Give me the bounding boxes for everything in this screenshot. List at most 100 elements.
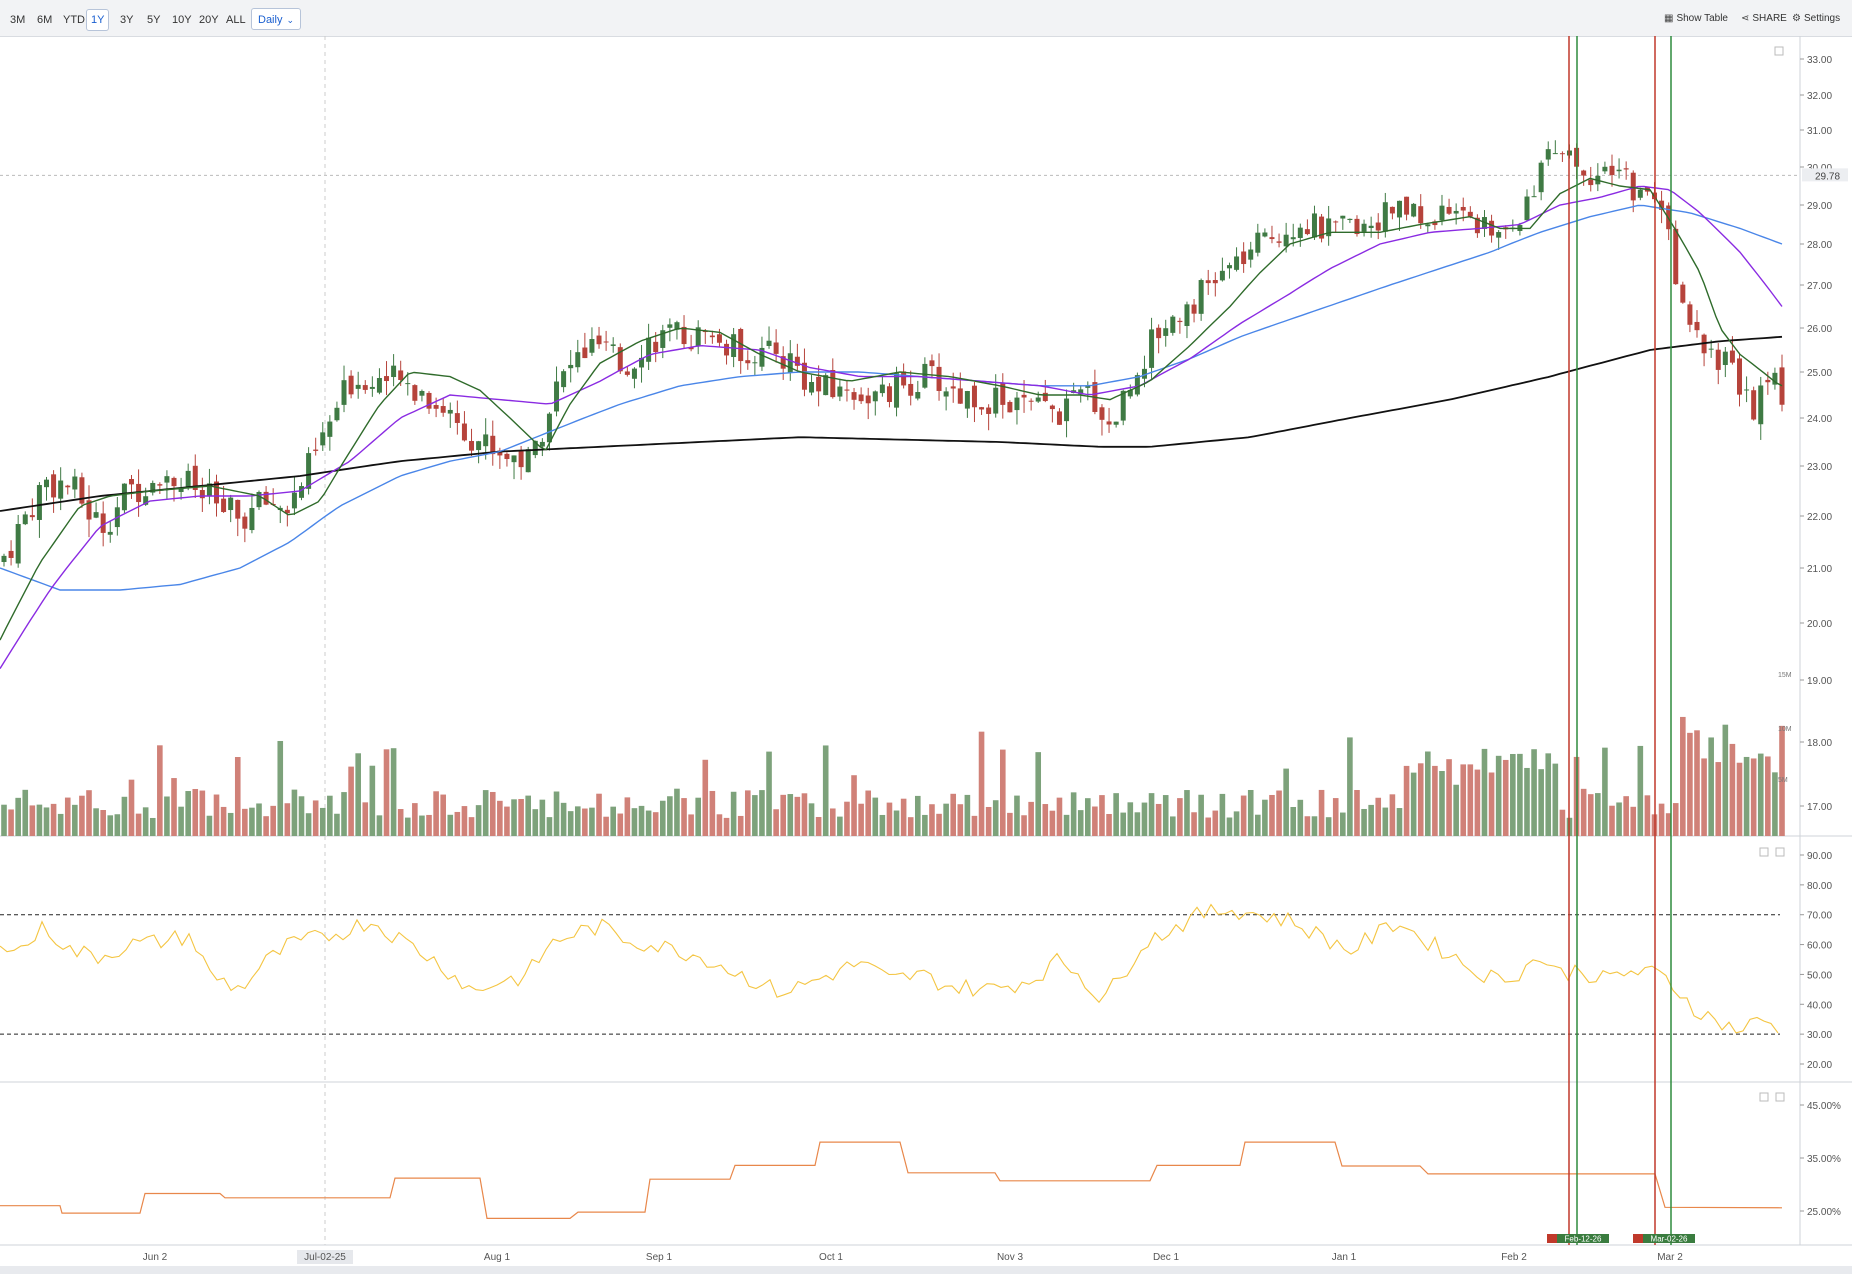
volume-bar — [1262, 799, 1268, 836]
volume-bar — [1517, 753, 1523, 836]
volume-bar — [355, 753, 361, 836]
chart-footer — [0, 1266, 1852, 1274]
candle-body — [879, 384, 885, 394]
volume-bar — [1410, 772, 1417, 836]
timeframe-6m-button[interactable]: 6M — [37, 14, 53, 26]
candle-body — [660, 330, 666, 348]
last-price-badge — [1802, 168, 1848, 182]
volume-bar — [553, 791, 560, 836]
volume-bar — [1552, 763, 1559, 836]
candle-body — [1531, 196, 1537, 198]
candle-body — [1439, 205, 1445, 221]
volume-bar — [8, 809, 14, 836]
event-tag — [1557, 1234, 1609, 1243]
candle-body — [391, 365, 397, 378]
candle-body — [1389, 206, 1395, 214]
show-table-button[interactable]: ▦ Show Table — [1664, 11, 1728, 27]
stock-chart[interactable]: Feb-12-26 Mar-02-26 33.00 32.00 31.00 30.00 2… — [0, 36, 1852, 1266]
candle-body — [199, 490, 205, 499]
volume-bar — [837, 816, 843, 836]
volume-bar — [737, 815, 744, 836]
candle-body — [957, 388, 963, 404]
settings-label: Settings — [1803, 13, 1841, 24]
candle-body — [688, 347, 694, 350]
settings-button[interactable]: ⚙ Settings — [1792, 11, 1840, 27]
volume-bar — [780, 794, 787, 836]
volume-bar — [227, 812, 234, 836]
volume-bar — [808, 803, 815, 836]
volume-bar — [1332, 798, 1339, 836]
candle-body — [922, 363, 928, 388]
candle-body — [1035, 397, 1041, 402]
timeframe-ytd-button[interactable]: YTD — [63, 14, 85, 26]
candle-body — [143, 496, 149, 505]
volume-bar — [794, 796, 801, 836]
volume-bar — [815, 816, 822, 836]
price-tick-label: 32.00 — [1807, 91, 1832, 102]
candle-body — [1559, 153, 1565, 155]
volume-bar — [369, 765, 376, 836]
volume-bar — [121, 796, 128, 836]
candle-body — [1028, 400, 1034, 402]
volume-bar — [1134, 812, 1141, 836]
volume-bar — [298, 796, 305, 836]
timeframe-20y-button[interactable]: 20Y — [199, 14, 219, 26]
volume-bar — [1772, 772, 1778, 836]
volume-bar — [1439, 770, 1445, 836]
volume-bar — [1340, 812, 1346, 836]
candle-body — [518, 450, 524, 468]
volume-bar — [426, 814, 432, 836]
volume-bar — [1240, 795, 1247, 836]
volume-bar — [263, 816, 269, 836]
timeframe-10y-button[interactable]: 10Y — [172, 14, 192, 26]
volume-bar — [716, 814, 723, 836]
candle-body — [228, 497, 234, 511]
timeframe-all-button[interactable]: ALL — [226, 14, 246, 26]
volume-bar — [1219, 793, 1226, 836]
volume-bar — [907, 817, 914, 836]
candle-body — [93, 512, 99, 518]
candle-body — [107, 531, 113, 535]
candle-body — [709, 335, 715, 338]
candle-body — [1255, 232, 1261, 253]
candle-body — [1290, 237, 1296, 240]
candle-body — [1191, 304, 1197, 314]
candle-body — [1396, 200, 1402, 218]
candle-body — [617, 347, 623, 372]
x-axis-label: Nov 3 — [997, 1252, 1024, 1263]
volume-bar — [1446, 759, 1452, 836]
timeframe-5y-button[interactable]: 5Y — [147, 14, 161, 26]
candle-body — [532, 440, 538, 456]
interval-select[interactable]: Daily ⌄ — [251, 8, 301, 30]
volume-bar — [759, 790, 765, 836]
timeframe-3m-button[interactable]: 3M — [10, 14, 26, 26]
volume-bar — [1502, 759, 1509, 836]
candle-body — [1545, 149, 1551, 160]
timeframe-1y-button[interactable]: 1Y — [86, 9, 110, 31]
candle-body — [1078, 389, 1084, 395]
rsi-tick-label: 20.00 — [1807, 1060, 1832, 1071]
volume-bar — [142, 807, 149, 836]
timeframe-3y-button[interactable]: 3Y — [120, 14, 134, 26]
candle-body — [950, 386, 956, 389]
volume-bar — [1077, 810, 1084, 836]
volume-bar — [86, 790, 92, 836]
candle-body — [1021, 394, 1027, 398]
volume-bar — [730, 791, 737, 836]
volume-bar — [893, 810, 900, 836]
candle-body — [1687, 304, 1693, 325]
share-button[interactable]: ⋖ SHARE — [1741, 11, 1787, 27]
candle-body — [1177, 320, 1183, 323]
candle-body — [1064, 398, 1070, 422]
volume-bar — [341, 792, 347, 836]
volume-bar — [1304, 816, 1311, 836]
candle-body — [816, 376, 822, 392]
candle-body — [8, 550, 14, 558]
candle-body — [1694, 321, 1700, 331]
candle-body — [15, 524, 21, 564]
rsi-tick-label: 60.00 — [1807, 941, 1832, 952]
candle-body — [1134, 375, 1140, 395]
candle-body — [497, 450, 503, 456]
volume-bar — [596, 793, 602, 836]
price-tick-label: 17.00 — [1807, 802, 1832, 813]
